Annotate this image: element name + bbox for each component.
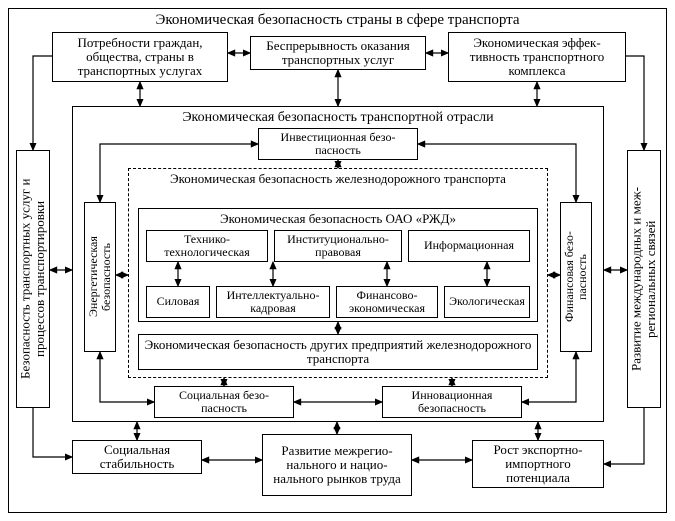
dashed-title: Экономическая безопасность железнодорожн… — [150, 172, 526, 186]
top-box-3-text: Экономическая эффек- тивность транспортн… — [452, 36, 622, 79]
mid-bottom-left-box: Социальная безо- пасность — [154, 386, 294, 418]
mid-outer-title: Экономическая безопасность транспортной … — [130, 110, 546, 125]
left-column: Безопасность транспортных услуг и процес… — [16, 150, 50, 408]
rzd-r2-c4: Экологическая — [444, 286, 530, 318]
rzd-r2-c1: Силовая — [146, 286, 210, 318]
bottom-box-1: Социальная стабильность — [72, 440, 202, 474]
bottom-box-3: Рост экспортно-импортного потенциала — [472, 440, 604, 488]
top-box-1-text: Потребности граждан, общества, страны в … — [56, 36, 224, 79]
bottom-box-2: Развитие межрегио- нального и нацио- нал… — [262, 434, 412, 496]
rzd-r1-c2: Институционально-правовая — [274, 230, 402, 262]
top-box-2-text: Беспрерывность оказания транспортных усл… — [254, 39, 422, 68]
mid-right-text: Финансовая безо- пасность — [563, 232, 589, 323]
mid-top-box: Инвестиционная безо- пасность — [258, 128, 418, 160]
mid-bottom-right-box: Инновационная безопасность — [382, 386, 522, 418]
rzd-r1-c3: Информационная — [408, 230, 530, 262]
mid-left-text: Энергетическая безопасность — [87, 205, 113, 349]
left-column-text: Безопасность транспортных услуг и процес… — [19, 153, 48, 405]
diagram-canvas: Экономическая безопасность страны в сфер… — [0, 0, 675, 521]
right-column: Развитие международных и меж- региональн… — [627, 150, 661, 408]
other-enterprises-box: Экономическая безопасность других предпр… — [138, 334, 538, 370]
rzd-r2-c2: Интеллектуально-кадровая — [216, 286, 330, 318]
outer-title: Экономическая безопасность страны в сфер… — [80, 12, 595, 29]
mid-right-box: Финансовая безо- пасность — [560, 202, 592, 352]
rzd-r2-c3: Финансово-экономическая — [336, 286, 438, 318]
rzd-title: Экономическая безопасность ОАО «РЖД» — [170, 212, 506, 226]
mid-left-box: Энергетическая безопасность — [84, 202, 116, 352]
rzd-r1-c1: Технико-технологическая — [146, 230, 268, 262]
right-column-text: Развитие международных и меж- региональн… — [630, 187, 659, 371]
mid-top-text: Инвестиционная безо- пасность — [281, 131, 396, 157]
top-box-2: Беспрерывность оказания транспортных усл… — [250, 36, 426, 70]
top-box-1: Потребности граждан, общества, страны в … — [52, 32, 228, 82]
top-box-3: Экономическая эффек- тивность транспортн… — [448, 32, 626, 82]
